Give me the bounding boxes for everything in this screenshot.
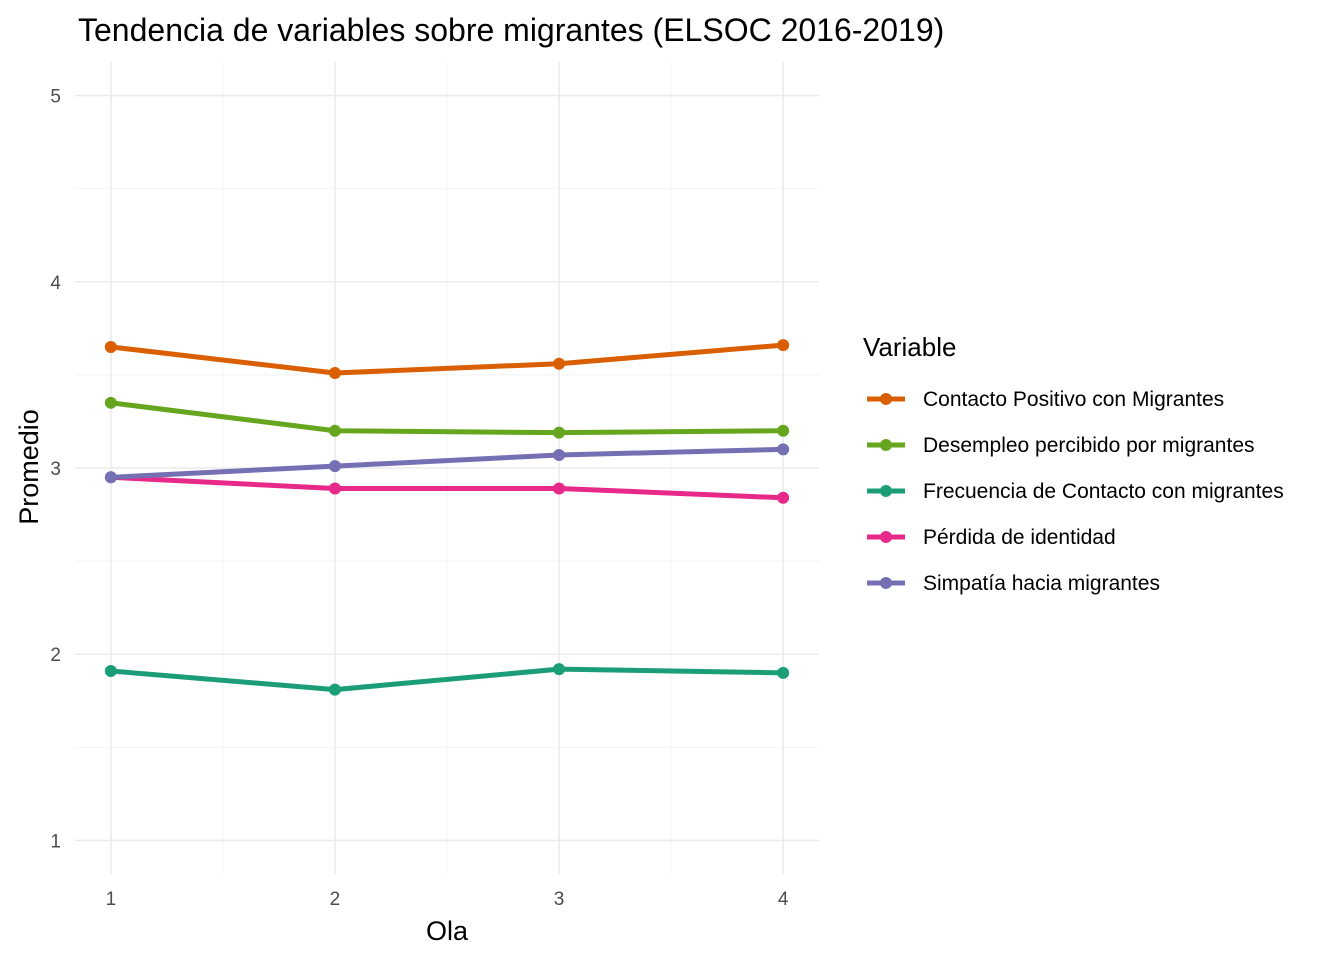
- data-point: [104, 471, 117, 484]
- data-point: [328, 460, 341, 473]
- series: [104, 443, 790, 484]
- x-axis-title: Ola: [426, 916, 469, 946]
- chart-title: Tendencia de variables sobre migrantes (…: [78, 12, 944, 48]
- legend-title: Variable: [863, 332, 956, 362]
- data-point: [328, 367, 341, 380]
- data-point: [553, 448, 566, 461]
- series-line: [110, 446, 784, 480]
- data-point: [328, 424, 341, 437]
- legend-label: Simpatía hacia migrantes: [923, 572, 1160, 595]
- x-tick-label: 4: [778, 889, 789, 910]
- data-point: [777, 424, 790, 437]
- x-tick-label: 1: [106, 889, 117, 910]
- legend-item: Simpatía hacia migrantes: [867, 572, 1160, 595]
- legend-item: Frecuencia de Contacto con migrantes: [867, 480, 1284, 503]
- y-tick-label: 2: [50, 645, 61, 666]
- legend-key-point: [880, 485, 892, 497]
- grid: [75, 62, 819, 874]
- data-point: [777, 666, 790, 679]
- legend-key-point: [880, 577, 892, 589]
- series-line: [110, 474, 784, 501]
- x-tick-label: 3: [554, 889, 565, 910]
- data-point: [104, 665, 117, 677]
- legend-item: Desempleo percibido por migrantes: [867, 434, 1255, 457]
- legend-label: Contacto Positivo con Migrantes: [923, 388, 1224, 411]
- y-tick-label: 5: [50, 87, 61, 108]
- legend-key-point: [880, 531, 892, 543]
- series-lines: [104, 339, 790, 696]
- legend-label: Frecuencia de Contacto con migrantes: [923, 480, 1284, 503]
- series-line: [110, 400, 784, 436]
- y-axis-title: Promedio: [14, 409, 44, 525]
- data-point: [328, 482, 341, 495]
- series: [104, 396, 790, 439]
- x-axis-ticks: 1 2 3 4: [106, 889, 789, 910]
- series: [104, 339, 790, 380]
- y-tick-label: 1: [50, 831, 61, 852]
- data-point: [777, 339, 790, 352]
- legend-key-point: [880, 393, 892, 405]
- series-line: [110, 666, 784, 693]
- legend: Variable Contacto Positivo con Migrantes…: [863, 332, 1284, 595]
- y-tick-label: 3: [50, 459, 61, 480]
- series: [104, 663, 790, 696]
- legend-label: Pérdida de identidad: [923, 526, 1116, 549]
- data-point: [328, 683, 341, 696]
- data-point: [553, 663, 566, 676]
- data-point: [553, 482, 566, 495]
- data-point: [553, 426, 566, 439]
- x-tick-label: 2: [330, 889, 341, 910]
- y-axis-ticks: 1 2 3 4 5: [50, 87, 61, 853]
- data-point: [777, 491, 790, 504]
- data-point: [104, 396, 117, 409]
- legend-item: Contacto Positivo con Migrantes: [867, 388, 1224, 411]
- y-tick-label: 4: [50, 273, 61, 294]
- data-point: [553, 357, 566, 370]
- series-line: [110, 342, 784, 376]
- legend-item: Pérdida de identidad: [867, 526, 1116, 549]
- data-point: [104, 340, 117, 353]
- data-point: [777, 443, 790, 456]
- legend-key-point: [880, 439, 892, 451]
- legend-label: Desempleo percibido por migrantes: [923, 434, 1255, 457]
